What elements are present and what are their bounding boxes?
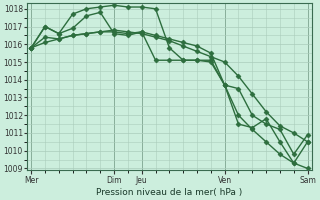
X-axis label: Pression niveau de la mer( hPa ): Pression niveau de la mer( hPa ) [96,188,243,197]
